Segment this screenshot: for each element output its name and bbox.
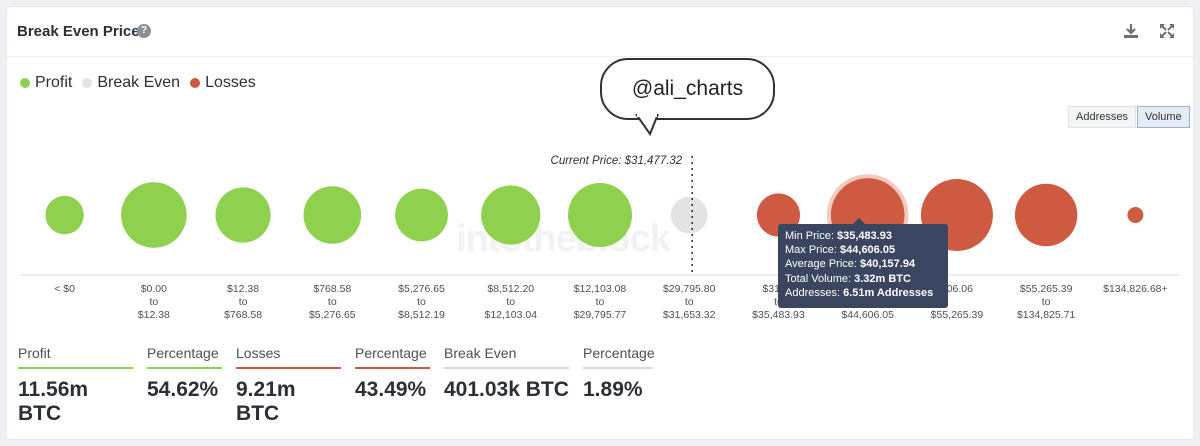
x-tick-label: $0.00 [141, 283, 167, 295]
x-tick-label: $29,795.80 [663, 283, 716, 295]
tooltip-row-volume: Total Volume: 3.32m BTC [785, 272, 911, 285]
x-tick-label: $768.58 [313, 283, 351, 295]
bubble-profit[interactable] [303, 186, 362, 244]
x-tick-label: $8,512.20 [487, 283, 534, 295]
bubble-tooltip: Min Price: $35,483.93 Max Price: $44,606… [778, 224, 948, 308]
x-tick-label: $5,276.65 [309, 309, 356, 321]
x-tick-label: to [685, 296, 694, 308]
x-tick-label: $768.58 [224, 309, 262, 321]
stat-label: Percentage [355, 345, 430, 369]
x-tick-label: to [506, 296, 515, 308]
x-tick-label: $55,265.39 [931, 309, 984, 321]
bubble-profit[interactable] [481, 185, 541, 245]
stat-value: 9.21m BTC [236, 378, 296, 425]
bubble-profit[interactable] [395, 188, 448, 242]
tooltip-arrow [852, 218, 866, 225]
x-tick-label: $134,826.68+ [1103, 283, 1168, 295]
question-circle-icon[interactable]: ? [137, 24, 151, 38]
speech-bubble-tail [635, 114, 659, 136]
tooltip-row-max: Max Price: $44,606.05 [785, 244, 896, 257]
legend-dot-break-even [82, 78, 93, 88]
card-header: Break Even Price ? [7, 7, 1193, 57]
current-price-label: Current Price: $31,477.32 [551, 155, 683, 167]
stat-profit: Profit 11.56m BTC [18, 345, 133, 426]
chart-legend: Profit Break Even Losses [20, 74, 266, 92]
bubble-profit[interactable] [121, 182, 187, 248]
x-tick-label: $31,653.32 [663, 309, 716, 321]
stat-break-even: Break Even 401.03k BTC [444, 345, 569, 426]
x-tick-label: $35,483.93 [752, 309, 805, 321]
stat-label: Losses [236, 345, 341, 369]
tooltip-row-addresses: Addresses: 6.51m Addresses [785, 286, 934, 299]
tooltip-row-avg: Average Price: $40,157.94 [785, 258, 916, 271]
legend-item-break-even[interactable]: Break Even [82, 74, 180, 92]
stat-break-even-percentage: Percentage 1.89% [583, 345, 655, 426]
bubble-loss[interactable] [1127, 207, 1144, 223]
x-tick-label: to [417, 296, 426, 308]
x-tick-label: to [149, 296, 158, 308]
x-tick-label: 606.06 [941, 283, 973, 295]
x-tick-label: $55,265.39 [1020, 283, 1073, 295]
stat-profit-percentage: Percentage 54.62% [147, 345, 222, 426]
speech-bubble-handle: @ali_charts [600, 58, 775, 120]
legend-dot-profit [20, 78, 30, 88]
x-tick-label: $5,276.65 [398, 283, 445, 295]
bubble-loss[interactable] [1014, 183, 1078, 247]
bubble-profit[interactable] [45, 195, 84, 235]
stat-value: 54.62% [147, 378, 219, 401]
stat-losses: Losses 9.21m BTC [236, 345, 341, 426]
legend-item-profit[interactable]: Profit [20, 74, 72, 92]
legend-label: Profit [35, 74, 73, 91]
x-tick-label: to [1042, 296, 1051, 308]
stat-value: 43.49% [355, 378, 427, 401]
bubble-profit[interactable] [568, 183, 632, 247]
summary-stats: Profit 11.56m BTC Percentage 54.62% Loss… [18, 345, 667, 426]
x-tick-label: to [239, 296, 248, 308]
toggle-addresses[interactable]: Addresses [1068, 106, 1136, 128]
card-title: Break Even Price [17, 23, 140, 40]
expand-icon[interactable] [1157, 21, 1177, 41]
x-tick-label: $12,103.08 [574, 283, 627, 295]
x-tick-label: $44,606.05 [841, 309, 894, 321]
stat-losses-percentage: Percentage 43.49% [355, 345, 430, 426]
x-tick-label: $12,103.04 [484, 309, 537, 321]
stat-label: Percentage [147, 345, 222, 369]
legend-item-losses[interactable]: Losses [190, 74, 256, 92]
x-tick-label: $134,825.71 [1017, 309, 1076, 321]
x-tick-label: to [596, 296, 605, 308]
stat-value: 1.89% [583, 378, 643, 401]
x-tick-label: to [328, 296, 337, 308]
bubble-profit[interactable] [215, 187, 271, 243]
x-tick-label: $8,512.19 [398, 309, 445, 321]
stat-value: 11.56m BTC [18, 378, 89, 425]
break-even-bubble-chart: < $0 $0.00to$12.38$12.38to$768.58$768.58t… [20, 155, 1180, 321]
stat-label: Percentage [583, 345, 655, 369]
x-tick-label: $12.38 [227, 283, 259, 295]
bubble-breakeven[interactable] [670, 196, 708, 234]
x-tick-label: < $0 [54, 283, 75, 295]
stat-value: 401.03k BTC [444, 378, 569, 401]
legend-label: Break Even [97, 74, 181, 91]
legend-label: Losses [205, 74, 256, 91]
x-tick-label: $12.38 [138, 309, 170, 321]
download-icon[interactable] [1121, 21, 1141, 41]
legend-dot-losses [190, 78, 201, 88]
x-tick-label: $29,795.77 [574, 309, 627, 321]
tooltip-row-min: Min Price: $35,483.93 [785, 230, 893, 242]
stat-label: Break Even [444, 345, 569, 369]
stat-label: Profit [18, 345, 133, 369]
toggle-volume[interactable]: Volume [1137, 106, 1190, 128]
